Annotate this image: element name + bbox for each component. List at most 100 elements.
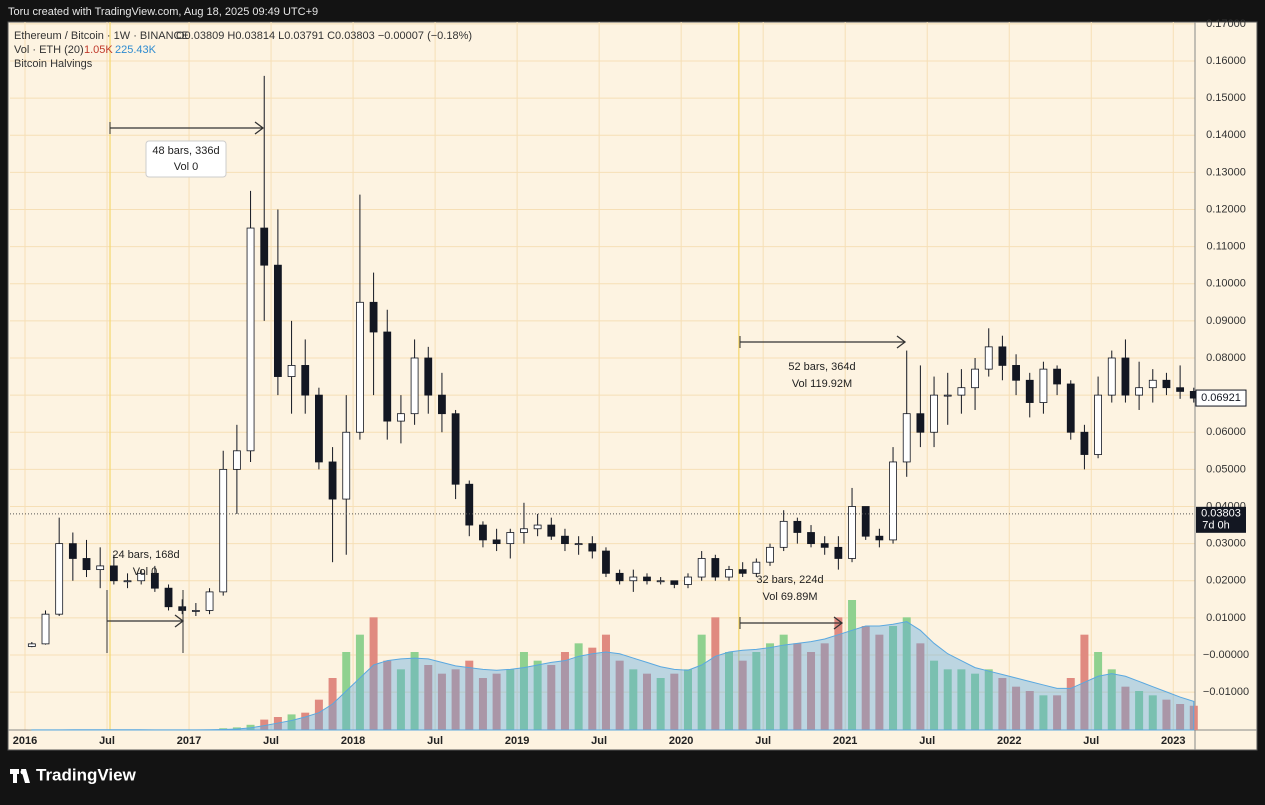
candle-body: [1163, 380, 1170, 387]
y-tick-label: 0.15000: [1206, 92, 1246, 104]
candle-body: [1067, 384, 1074, 432]
candle-body: [657, 581, 664, 582]
candle-body: [561, 536, 568, 543]
candle-body: [411, 358, 418, 414]
candle-body: [972, 369, 979, 388]
candle-body: [835, 547, 842, 558]
candle-body: [274, 265, 281, 376]
x-tick-label: Jul: [99, 735, 115, 747]
candle-body: [575, 544, 582, 545]
measure-text: Vol 119.92M: [792, 378, 852, 390]
candle-body: [944, 395, 951, 396]
candle-body: [302, 365, 309, 395]
candle-body: [931, 395, 938, 432]
candle-body: [56, 544, 63, 615]
candle-body: [425, 358, 432, 395]
y-tick-label: 0.13000: [1206, 166, 1246, 178]
candle-body: [739, 570, 746, 574]
x-tick-label: Jul: [1083, 735, 1099, 747]
candle-body: [1095, 395, 1102, 454]
candle-body: [684, 577, 691, 584]
candle-body: [220, 469, 227, 592]
x-tick-label: 2019: [505, 735, 529, 747]
candle-body: [808, 532, 815, 543]
candle-body: [28, 644, 35, 647]
candle-body: [261, 228, 268, 265]
candle-body: [780, 521, 787, 547]
x-tick-label: Jul: [591, 735, 607, 747]
candle-body: [507, 532, 514, 543]
measure-text: Vol 69.89M: [762, 591, 817, 603]
candle-body: [247, 228, 254, 451]
candle-body: [1040, 369, 1047, 402]
candle-body: [821, 544, 828, 548]
x-tick-label: Jul: [755, 735, 771, 747]
legend-volume-value: 1.05K: [84, 44, 113, 56]
candle-body: [630, 577, 637, 581]
y-tick-label: 0.14000: [1206, 129, 1246, 141]
candle-body: [288, 365, 295, 376]
y-tick-label: 0.06000: [1206, 426, 1246, 438]
candle-body: [124, 581, 131, 582]
candle-body: [602, 551, 609, 573]
candle-body: [794, 521, 801, 532]
candle-body: [1013, 365, 1020, 380]
candle-body: [849, 506, 856, 558]
x-tick-label: 2016: [13, 735, 37, 747]
x-tick-label: 2021: [833, 735, 857, 747]
candle-body: [1136, 388, 1143, 395]
candle-body: [192, 610, 199, 611]
candle-body: [1108, 358, 1115, 395]
price-label: 0.03803: [1201, 508, 1241, 520]
y-tick-label: 0.08000: [1206, 352, 1246, 364]
y-tick-label: 0.10000: [1206, 278, 1246, 290]
legend-ohlc: O0.03809 H0.03814 L0.03791 C0.03803 −0.0…: [176, 30, 472, 42]
credit: Toru created with TradingView.com, Aug 1…: [8, 6, 318, 18]
x-tick-label: 2023: [1161, 735, 1185, 747]
candle-body: [698, 558, 705, 577]
candle-body: [343, 432, 350, 499]
candle-body: [206, 592, 213, 611]
candle-body: [493, 540, 500, 544]
candle-body: [999, 347, 1006, 366]
price-label: 0.06921: [1201, 392, 1241, 404]
candle-body: [179, 607, 186, 611]
legend-indicator: Bitcoin Halvings: [14, 58, 93, 70]
candle-body: [958, 388, 965, 395]
candle-body: [384, 332, 391, 421]
candle-body: [890, 462, 897, 540]
candle-body: [97, 566, 104, 570]
candle-body: [479, 525, 486, 540]
y-tick-label: 0.17000: [1206, 18, 1246, 30]
x-tick-label: 2018: [341, 735, 365, 747]
candle-body: [69, 544, 76, 559]
candle-body: [534, 525, 541, 529]
candle-body: [903, 414, 910, 462]
x-tick-label: 2020: [669, 735, 693, 747]
candle-body: [1149, 380, 1156, 387]
candle-body: [233, 451, 240, 470]
candle-body: [917, 414, 924, 433]
candle-body: [616, 573, 623, 580]
candle-body: [1054, 369, 1061, 384]
candle-body: [438, 395, 445, 414]
candle-body: [356, 302, 363, 432]
candle-body: [520, 529, 527, 533]
y-tick-label: 0.09000: [1206, 315, 1246, 327]
candle-body: [767, 547, 774, 562]
candle-body: [329, 462, 336, 499]
candle-body: [753, 562, 760, 573]
measure-text: 32 bars, 224d: [756, 574, 823, 586]
candle-body: [165, 588, 172, 607]
y-tick-label: 0.11000: [1207, 241, 1246, 253]
measure-text: 48 bars, 336d: [152, 145, 219, 157]
candle-body: [862, 506, 869, 536]
legend-symbol: Ethereum / Bitcoin · 1W · BINANCE: [14, 30, 189, 42]
candle-body: [985, 347, 992, 369]
y-tick-label: 0.01000: [1206, 612, 1246, 624]
candle-body: [466, 484, 473, 525]
candle-body: [1122, 358, 1129, 395]
candle-body: [726, 570, 733, 577]
y-tick-label: −0.01000: [1203, 686, 1249, 698]
